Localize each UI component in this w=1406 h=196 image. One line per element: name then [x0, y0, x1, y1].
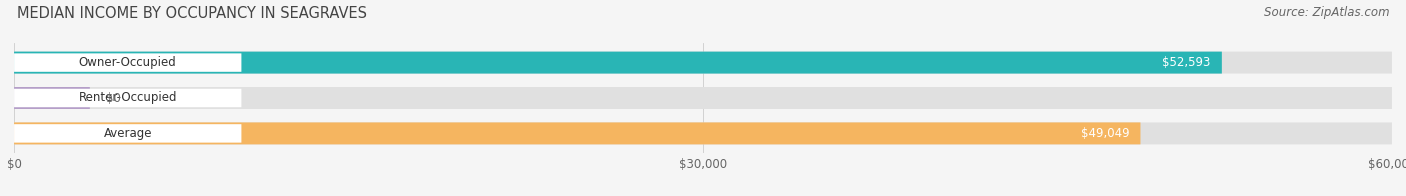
Text: MEDIAN INCOME BY OCCUPANCY IN SEAGRAVES: MEDIAN INCOME BY OCCUPANCY IN SEAGRAVES	[17, 6, 367, 21]
FancyBboxPatch shape	[14, 122, 1140, 144]
Text: Owner-Occupied: Owner-Occupied	[79, 56, 177, 69]
Text: Average: Average	[104, 127, 152, 140]
FancyBboxPatch shape	[14, 124, 242, 143]
FancyBboxPatch shape	[14, 122, 1392, 144]
Text: $0: $0	[107, 92, 121, 104]
Text: Source: ZipAtlas.com: Source: ZipAtlas.com	[1264, 6, 1389, 19]
Text: $49,049: $49,049	[1081, 127, 1129, 140]
FancyBboxPatch shape	[14, 87, 90, 109]
Text: $52,593: $52,593	[1163, 56, 1211, 69]
FancyBboxPatch shape	[14, 89, 242, 107]
FancyBboxPatch shape	[14, 87, 1392, 109]
FancyBboxPatch shape	[14, 52, 1222, 74]
Text: Renter-Occupied: Renter-Occupied	[79, 92, 177, 104]
FancyBboxPatch shape	[14, 52, 1392, 74]
FancyBboxPatch shape	[14, 53, 242, 72]
